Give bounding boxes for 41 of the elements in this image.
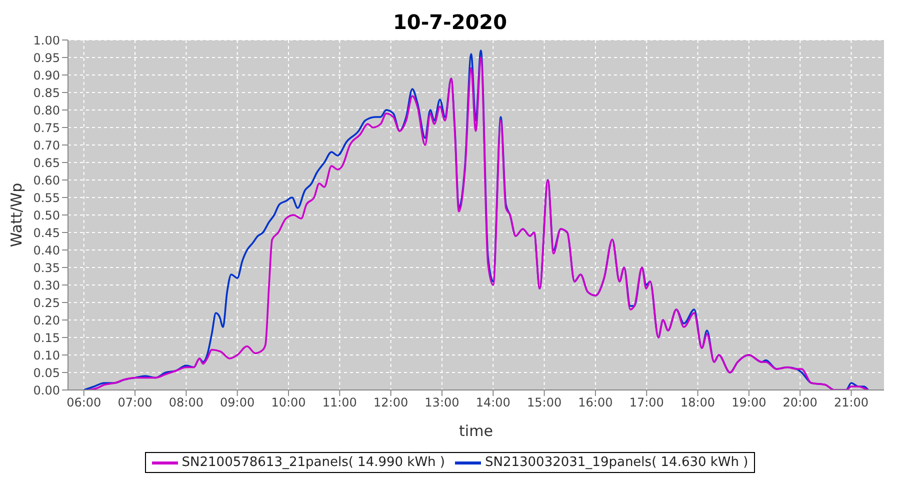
x-tick-label: 20:00 bbox=[782, 396, 818, 410]
y-tick-label: 0.00 bbox=[33, 383, 60, 398]
x-tick-label: 19:00 bbox=[732, 396, 766, 410]
y-tick-label: 0.65 bbox=[33, 156, 60, 170]
x-axis-title: time bbox=[459, 422, 493, 440]
y-tick-label: 0.80 bbox=[33, 103, 60, 118]
legend-label: SN2100578613_21panels( 14.990 kWh ) bbox=[182, 455, 445, 470]
y-tick-label: 0.95 bbox=[33, 50, 60, 65]
x-tick-label: 14:00 bbox=[476, 396, 510, 410]
x-tick-label: 11:00 bbox=[322, 396, 357, 410]
y-tick-label: 0.10 bbox=[33, 348, 60, 362]
x-tick-label: 10:00 bbox=[271, 396, 306, 410]
chart-title: 10-7-2020 bbox=[392, 10, 507, 34]
y-tick-label: 0.60 bbox=[33, 173, 60, 188]
x-tick-label: 08:00 bbox=[168, 396, 204, 410]
y-tick-label: 0.50 bbox=[33, 208, 60, 222]
x-tick-label: 12:00 bbox=[374, 396, 408, 410]
y-tick-label: 0.90 bbox=[33, 68, 60, 82]
y-tick-label: 0.05 bbox=[33, 366, 60, 380]
y-tick-label: 0.45 bbox=[33, 226, 60, 240]
x-tick-label: 07:00 bbox=[118, 396, 152, 410]
x-tick-label: 09:00 bbox=[220, 396, 255, 410]
y-tick-label: 0.30 bbox=[33, 278, 60, 292]
x-tick-label: 06:00 bbox=[66, 396, 102, 410]
y-tick-label: 0.55 bbox=[33, 190, 60, 205]
legend-label: SN2130032031_19panels( 14.630 kWh ) bbox=[485, 455, 748, 470]
y-tick-label: 0.40 bbox=[33, 243, 60, 258]
y-tick-label: 0.70 bbox=[33, 138, 60, 152]
y-tick-label: 0.85 bbox=[33, 86, 60, 100]
x-tick-label: 16:00 bbox=[578, 396, 613, 410]
y-tick-label: 0.20 bbox=[33, 313, 60, 328]
y-tick-label: 0.15 bbox=[33, 330, 60, 345]
x-tick-label: 18:00 bbox=[680, 396, 716, 410]
x-tick-label: 15:00 bbox=[527, 396, 562, 410]
y-tick-label: 0.75 bbox=[33, 120, 60, 135]
y-tick-label: 0.35 bbox=[33, 260, 60, 275]
x-tick-label: 13:00 bbox=[424, 396, 460, 410]
x-tick-label: 17:00 bbox=[629, 396, 664, 410]
x-tick-label: 21:00 bbox=[834, 396, 869, 410]
y-tick-label: 0.25 bbox=[33, 296, 60, 310]
y-axis-title: Watt/Wp bbox=[7, 182, 26, 248]
